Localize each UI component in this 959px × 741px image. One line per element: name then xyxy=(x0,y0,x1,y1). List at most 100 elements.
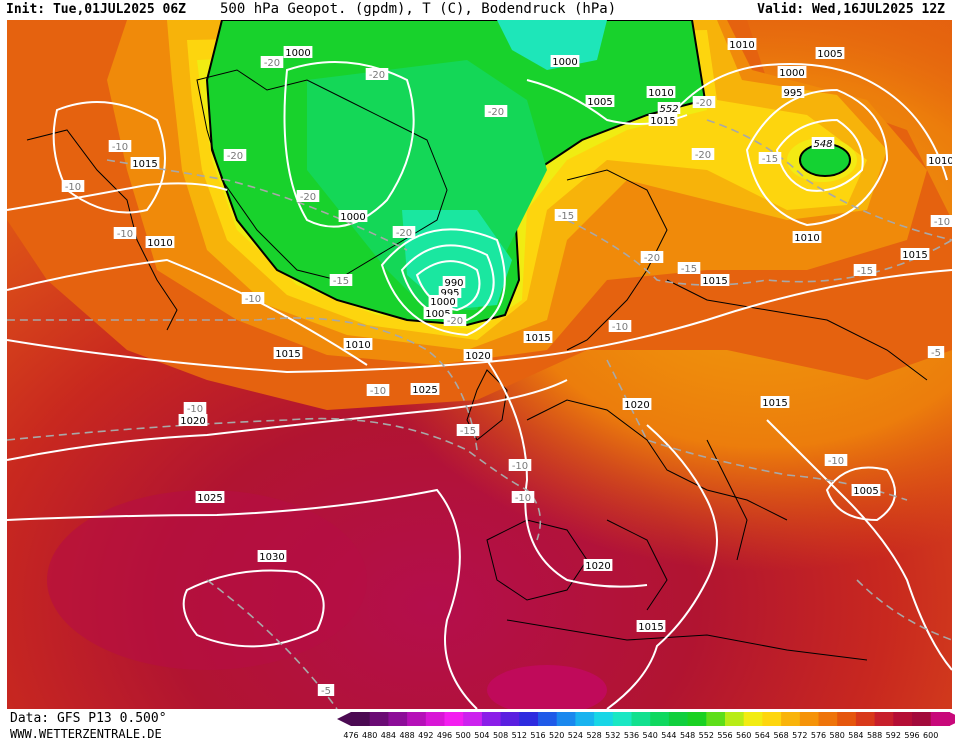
temperature-labels: -20 -20 -20 -20 -20 -15 -10 -10 -20 -20 -20 -10 -15 -… xyxy=(61,56,952,697)
pressure-label: 995 xyxy=(781,86,805,99)
pressure-label: 1000 xyxy=(777,66,807,79)
svg-text:-20: -20 xyxy=(227,151,243,162)
legend-swatch xyxy=(500,712,520,726)
pressure-label: 1020 xyxy=(622,398,652,411)
temperature-label: -20 xyxy=(260,56,284,69)
legend-swatch xyxy=(781,712,801,726)
legend-value: 540 xyxy=(643,731,658,740)
pressure-label: 1020 xyxy=(463,349,493,362)
legend-swatch xyxy=(351,712,371,726)
temperature-label: -10 xyxy=(508,459,532,472)
legend-swatch xyxy=(369,712,389,726)
pressure-label: 1015 xyxy=(900,248,930,261)
temperature-label: -20 xyxy=(223,149,247,162)
pressure-label: 1015 xyxy=(523,331,553,344)
svg-text:1030: 1030 xyxy=(259,552,284,563)
svg-text:-20: -20 xyxy=(264,58,280,69)
pressure-label: 1010 xyxy=(343,338,373,351)
pressure-label: 1015 xyxy=(648,114,678,127)
geopotential-label: 548 xyxy=(811,137,835,150)
pressure-label: 1010 xyxy=(646,86,676,99)
temperature-label: -10 xyxy=(608,320,632,333)
legend-value: 504 xyxy=(474,731,489,740)
legend-swatch xyxy=(837,712,857,726)
legend-value: 480 xyxy=(362,731,377,740)
pressure-label: 1020 xyxy=(583,559,613,572)
temperature-label: -10 xyxy=(930,215,952,228)
pressure-labels: 1000 1000 1010 1005 1000 995 1005 1010 1015 1015 1… xyxy=(130,38,952,633)
temperature-label: -10 xyxy=(183,402,207,415)
svg-text:1010: 1010 xyxy=(928,156,952,167)
svg-text:-10: -10 xyxy=(828,456,844,467)
svg-text:1000: 1000 xyxy=(430,297,455,308)
trough-north xyxy=(497,20,607,70)
temperature-label: -10 xyxy=(824,454,848,467)
legend-value: 500 xyxy=(456,731,471,740)
legend-value: 572 xyxy=(792,731,807,740)
svg-text:-15: -15 xyxy=(558,211,574,222)
legend-swatch xyxy=(855,712,876,726)
svg-text:1015: 1015 xyxy=(638,622,663,633)
temperature-label: -20 xyxy=(365,68,389,81)
svg-text:1015: 1015 xyxy=(902,250,927,261)
legend-swatch xyxy=(556,712,576,726)
svg-text:-10: -10 xyxy=(245,294,261,305)
svg-text:990: 990 xyxy=(444,278,463,289)
map-title: 500 hPa Geopot. (gpdm), T (C), Bodendruc… xyxy=(220,1,617,17)
svg-text:1000: 1000 xyxy=(552,57,577,68)
pressure-label: 1015 xyxy=(273,347,303,360)
geopotential-labels: 552 548 xyxy=(657,102,835,150)
svg-text:1010: 1010 xyxy=(794,233,819,244)
pressure-label: 1010 xyxy=(926,154,952,167)
legend-swatch xyxy=(538,712,558,726)
pressure-label: 1020 xyxy=(178,414,208,427)
svg-text:1025: 1025 xyxy=(197,493,222,504)
legend-value: 528 xyxy=(586,731,601,740)
svg-text:1010: 1010 xyxy=(729,40,754,51)
hot-spot xyxy=(487,665,607,709)
temperature-label: -20 xyxy=(692,96,716,109)
legend-value: 568 xyxy=(773,731,788,740)
svg-text:1015: 1015 xyxy=(525,333,550,344)
svg-text:1015: 1015 xyxy=(132,159,157,170)
svg-text:-15: -15 xyxy=(681,264,697,275)
pressure-label: 1015 xyxy=(636,620,666,633)
legend-swatch xyxy=(612,712,632,726)
temperature-label: -5 xyxy=(927,346,945,359)
legend-value: 512 xyxy=(512,731,527,740)
valid-time: Valid: Wed,16JUL2025 12Z xyxy=(757,2,945,17)
temperature-label: -20 xyxy=(443,314,467,327)
svg-text:-5: -5 xyxy=(321,686,331,697)
svg-text:1025: 1025 xyxy=(412,385,437,396)
legend-swatch xyxy=(575,712,595,726)
temperature-label: -5 xyxy=(317,684,335,697)
pressure-label: 1005 xyxy=(585,95,615,108)
svg-text:-20: -20 xyxy=(300,192,316,203)
svg-text:-10: -10 xyxy=(65,182,81,193)
legend-value: 580 xyxy=(830,731,845,740)
svg-text:1015: 1015 xyxy=(762,398,787,409)
legend-swatch xyxy=(594,712,614,726)
legend-value: 488 xyxy=(399,731,414,740)
svg-text:995: 995 xyxy=(783,88,802,99)
svg-text:-10: -10 xyxy=(515,493,531,504)
temperature-label: -15 xyxy=(758,152,782,165)
pressure-label: 1000 xyxy=(428,295,458,308)
svg-text:-10: -10 xyxy=(612,322,628,333)
svg-text:1015: 1015 xyxy=(702,276,727,287)
pressure-label: 1005 xyxy=(815,47,845,60)
map-footer: Data: GFS P13 0.500° WWW.WETTERZENTRALE.… xyxy=(0,709,959,741)
svg-text:1020: 1020 xyxy=(624,400,649,411)
svg-text:548: 548 xyxy=(813,139,832,150)
svg-text:1010: 1010 xyxy=(345,340,370,351)
svg-text:-20: -20 xyxy=(488,107,504,118)
svg-text:-20: -20 xyxy=(695,150,711,161)
temperature-label: -10 xyxy=(108,140,132,153)
pressure-label: 1015 xyxy=(130,157,160,170)
svg-text:1000: 1000 xyxy=(340,212,365,223)
pressure-label: 1000 xyxy=(283,46,313,59)
svg-text:1020: 1020 xyxy=(585,561,610,572)
legend-value: 556 xyxy=(717,731,732,740)
pressure-label: 1025 xyxy=(410,383,440,396)
temperature-label: -10 xyxy=(241,292,265,305)
